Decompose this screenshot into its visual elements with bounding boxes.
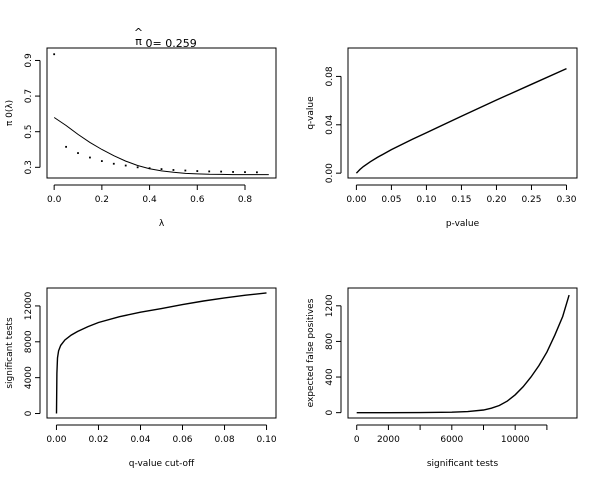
data-point xyxy=(136,166,139,169)
x-axis-label: q-value cut-off xyxy=(129,459,195,469)
y-tick-label: 0.3 xyxy=(24,160,34,174)
data-point xyxy=(65,145,67,148)
y-tick-label: 0.08 xyxy=(325,66,335,86)
y-tick-label: 12000 xyxy=(24,291,34,320)
x-tick-label: 6000 xyxy=(440,435,463,445)
data-point xyxy=(208,170,211,173)
data-point xyxy=(112,162,115,165)
y-axis-label: expected false positives xyxy=(306,298,316,407)
x-tick-label: 0.4 xyxy=(142,195,157,205)
x-tick-label: 0.06 xyxy=(172,435,192,445)
y-tick-label: 800 xyxy=(325,333,335,350)
x-tick-label: 0.04 xyxy=(130,435,150,445)
y-axis-label: π 0(λ) xyxy=(5,100,15,126)
chart-title: 0= 0.259 xyxy=(146,37,197,50)
data-point xyxy=(77,152,79,154)
data-point xyxy=(256,171,258,174)
panel-2: 0.00 0.05 0.10 0.15 0.20 0.25 0.30 0.00 0.04 0.08… xyxy=(306,47,578,229)
plot-frame xyxy=(347,47,578,179)
y-tick-label: 0.7 xyxy=(24,89,34,103)
plot-frame xyxy=(46,47,277,179)
data-point xyxy=(196,170,199,172)
data-point xyxy=(232,171,234,173)
x-tick-label: 0.10 xyxy=(416,195,436,205)
panel-4: 0 2000 6000 10000 0 400 800 1200 significant tes… xyxy=(306,287,578,469)
x-tick-label: 0.02 xyxy=(88,435,108,445)
x-tick-label: 0.00 xyxy=(346,195,366,205)
x-tick-label: 0.05 xyxy=(381,195,401,205)
y-tick-label: 0 xyxy=(325,410,335,416)
x-tick-label: 0.6 xyxy=(190,195,205,205)
x-tick-label: 0.10 xyxy=(257,435,277,445)
y-tick-label: 8000 xyxy=(24,330,34,353)
data-point xyxy=(53,53,56,56)
x-tick-label: 0 xyxy=(354,435,360,445)
data-point xyxy=(184,169,187,172)
y-tick-label: 0.5 xyxy=(24,125,34,139)
x-axis-label: p-value xyxy=(446,219,480,229)
series-line xyxy=(53,117,269,176)
x-tick-label: 0.15 xyxy=(451,195,471,205)
y-tick-label: 0.00 xyxy=(325,163,335,183)
x-tick-label: 0.8 xyxy=(238,195,253,205)
x-tick-label: 0.20 xyxy=(486,195,506,205)
plot-frame xyxy=(347,287,578,419)
x-tick-label: 10000 xyxy=(501,435,530,445)
x-tick-label: 0.08 xyxy=(215,435,235,445)
plot-frame xyxy=(46,287,277,419)
panel-3: 0.00 0.02 0.04 0.06 0.08 0.10 0 4000 8000 12000 q-… xyxy=(5,287,277,469)
y-axis-label: q-value xyxy=(306,96,316,130)
title-hat: ^ xyxy=(134,26,143,39)
series-line xyxy=(55,292,267,414)
x-tick-label: 0.30 xyxy=(556,195,576,205)
title-symbol: π xyxy=(135,35,142,48)
x-tick-label: 0.25 xyxy=(521,195,541,205)
data-point xyxy=(100,160,103,162)
x-tick-label: 2000 xyxy=(377,435,400,445)
x-tick-label: 0.0 xyxy=(47,195,62,205)
data-point xyxy=(220,170,223,173)
data-point xyxy=(160,168,163,170)
x-axis-label: significant tests xyxy=(427,459,499,469)
x-tick-label: 0.00 xyxy=(46,435,66,445)
data-point xyxy=(244,171,246,174)
y-tick-label: 0 xyxy=(24,410,34,416)
y-tick-label: 400 xyxy=(325,368,335,385)
y-tick-label: 4000 xyxy=(24,366,34,389)
data-point xyxy=(89,156,91,159)
x-axis-label: λ xyxy=(159,219,165,229)
x-tick-label: 0.2 xyxy=(95,195,109,205)
panel-1: 0.0 0.2 0.4 0.6 0.8 0.3 0.5 0.7 0.9 λ π 0(λ) ^π 0= 0… xyxy=(5,26,277,229)
data-point xyxy=(172,169,175,171)
series-line xyxy=(356,294,570,414)
y-tick-label: 1200 xyxy=(325,294,335,317)
y-tick-label: 0.9 xyxy=(24,53,34,68)
y-tick-label: 0.04 xyxy=(325,115,335,135)
y-axis-label: significant tests xyxy=(5,317,15,389)
series-line xyxy=(355,67,567,174)
data-point xyxy=(124,164,127,167)
